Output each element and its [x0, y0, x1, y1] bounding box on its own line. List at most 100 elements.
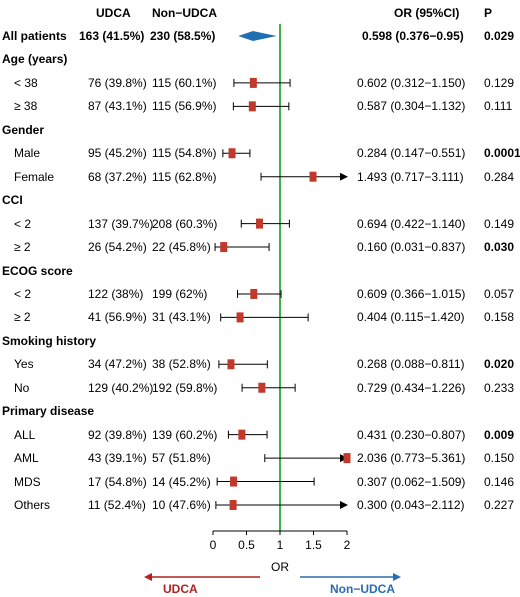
- udca-count: 26 (54.2%): [88, 240, 147, 255]
- or-point: [248, 101, 256, 112]
- non-udca-count: 38 (52.8%): [152, 357, 211, 372]
- udca-count: 11 (52.4%): [88, 498, 146, 512]
- p-value: 0.233: [484, 380, 515, 395]
- or-ci-text: 0.587 (0.304−1.132): [357, 99, 466, 114]
- udca-count: 76 (39.8%): [88, 75, 147, 90]
- or-ci-text: 0.694 (0.422−1.140): [357, 216, 466, 231]
- x-tick-label: 0: [210, 538, 217, 552]
- left-arrow-head: [144, 573, 152, 581]
- subgroup-label: Yes: [14, 357, 34, 372]
- section-label: ECOG score: [2, 263, 73, 278]
- or-ci-text: 0.284 (0.147−0.551): [357, 146, 466, 161]
- udca-count: 43 (39.1%): [88, 451, 147, 466]
- or-ci-text: 1.493 (0.717−3.111): [357, 169, 464, 184]
- udca-count: 129 (40.2%): [88, 380, 154, 395]
- or-point: [228, 148, 236, 159]
- p-value: 0.0001: [484, 146, 520, 161]
- udca-count: 87 (43.1%): [88, 99, 147, 114]
- or-point: [250, 288, 258, 299]
- udca-count: 137 (39.7%): [88, 216, 154, 231]
- or-ci-text: 0.307 (0.062−1.509): [357, 474, 466, 489]
- or-point: [220, 242, 228, 253]
- x-tick-label: 1: [277, 538, 284, 552]
- udca-count: 122 (38%): [88, 286, 144, 301]
- subgroup-label: ≥ 2: [14, 240, 31, 255]
- non-udca-count: 115 (62.8%): [152, 169, 217, 184]
- or-point: [227, 359, 235, 370]
- udca-count: 41 (56.9%): [88, 310, 147, 325]
- or-point: [236, 312, 244, 323]
- x-tick-label: 0.5: [238, 538, 255, 552]
- udca-count: 92 (39.8%): [88, 427, 147, 442]
- non-udca-count: 208 (60.3%): [152, 216, 218, 231]
- x-tick-label: 2: [344, 538, 351, 552]
- header-non-udca: Non−UDCA: [152, 6, 217, 20]
- subgroup-label: < 38: [14, 75, 38, 90]
- p-value: 0.284: [484, 169, 515, 184]
- or-point: [229, 500, 237, 510]
- p-value: 0.111: [484, 99, 513, 114]
- header-p: P: [484, 6, 493, 20]
- header-udca: UDCA: [96, 6, 131, 20]
- or-point: [238, 429, 246, 440]
- subgroup-label: Male: [14, 146, 41, 161]
- non-udca-count: 230 (58.5%): [150, 29, 216, 43]
- header-or-ci: OR (95%CI): [394, 6, 460, 20]
- subgroup-label: No: [14, 380, 30, 395]
- non-udca-count: 31 (43.1%): [152, 310, 211, 325]
- p-value: 0.030: [484, 240, 515, 255]
- p-value: 0.020: [484, 357, 515, 372]
- non-udca-count: 14 (45.2%): [152, 474, 211, 489]
- p-value: 0.029: [484, 29, 515, 43]
- udca-count: 95 (45.2%): [88, 146, 147, 161]
- non-udca-count: 115 (54.8%): [152, 146, 217, 161]
- or-ci-text: 0.602 (0.312−1.150): [357, 75, 466, 90]
- overall-diamond: [238, 31, 277, 41]
- subgroup-label: < 2: [14, 286, 32, 301]
- p-value: 0.227: [484, 498, 515, 512]
- or-point: [230, 476, 238, 487]
- or-ci-text: 0.609 (0.366−1.015): [357, 286, 466, 301]
- or-ci-text: 0.404 (0.115−1.420): [357, 310, 465, 325]
- or-ci-text: 0.300 (0.043−2.112): [357, 498, 465, 512]
- overall-label: All patients: [2, 29, 67, 43]
- or-ci-text: 2.036 (0.773−5.361): [357, 451, 466, 466]
- or-ci-text: 0.268 (0.088−0.811): [357, 357, 465, 372]
- udca-count: 163 (41.5%): [79, 29, 145, 43]
- p-value: 0.009: [484, 427, 515, 442]
- non-udca-count: 10 (47.6%): [152, 498, 211, 512]
- non-udca-count: 57 (51.8%): [152, 451, 211, 466]
- p-value: 0.057: [484, 286, 515, 301]
- right-arrow-head: [393, 573, 401, 581]
- subgroup-label: ALL: [14, 427, 36, 442]
- non-udca-count: 139 (60.2%): [152, 427, 218, 442]
- subgroup-label: < 2: [14, 216, 32, 231]
- non-udca-count: 115 (60.1%): [152, 75, 217, 90]
- section-label: Gender: [2, 122, 45, 137]
- subgroup-label: MDS: [14, 474, 41, 489]
- non-udca-count: 192 (59.8%): [152, 380, 218, 395]
- or-ci-text: 0.160 (0.031−0.837): [357, 240, 466, 255]
- udca-count: 34 (47.2%): [88, 357, 147, 372]
- subgroup-label: Others: [14, 498, 51, 512]
- section-label: Smoking history: [2, 333, 97, 348]
- subgroup-label: Female: [14, 169, 55, 184]
- subgroup-label: ≥ 2: [14, 310, 31, 325]
- section-label: CCI: [2, 193, 23, 208]
- p-value: 0.129: [484, 75, 515, 90]
- non-udca-count: 22 (45.8%): [152, 240, 211, 255]
- x-tick-label: 1.5: [305, 538, 322, 552]
- non-udca-count: 199 (62%): [152, 286, 208, 301]
- section-label: Primary disease: [2, 404, 95, 419]
- or-point: [343, 453, 351, 464]
- left-arrow-label: UDCA: [163, 582, 198, 596]
- p-value: 0.158: [484, 310, 515, 325]
- or-point: [255, 218, 263, 229]
- p-value: 0.150: [484, 451, 515, 466]
- or-ci-text: 0.598 (0.376−0.95): [362, 29, 464, 43]
- p-value: 0.149: [484, 216, 515, 231]
- subgroup-label: AML: [14, 451, 39, 466]
- p-value: 0.146: [484, 474, 515, 489]
- or-point: [309, 171, 317, 182]
